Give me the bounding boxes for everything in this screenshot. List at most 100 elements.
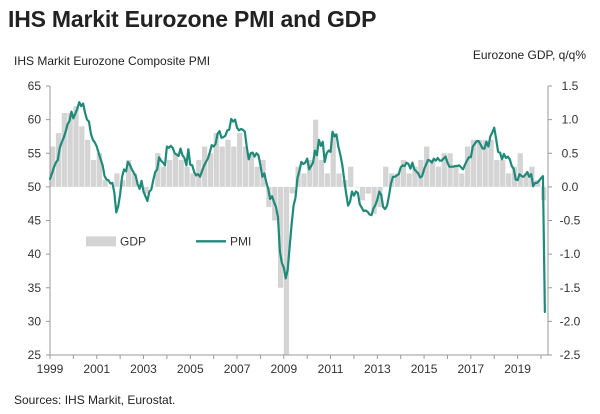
left-tick-label: 60 bbox=[28, 113, 42, 127]
gdp-bar bbox=[348, 166, 354, 187]
gdp-bar bbox=[61, 112, 67, 187]
left-axis-label: IHS Markit Eurozone Composite PMI bbox=[14, 54, 211, 68]
gdp-bar bbox=[424, 146, 430, 187]
left-tick-label: 55 bbox=[28, 146, 42, 160]
gdp-bar bbox=[494, 159, 500, 187]
x-tick-label: 2003 bbox=[130, 362, 157, 376]
right-tick-label: -1.5 bbox=[560, 281, 581, 295]
gdp-bar bbox=[166, 159, 173, 187]
right-tick-label: -0.5 bbox=[560, 214, 581, 228]
left-tick-label: 35 bbox=[28, 281, 42, 295]
gdp-bar bbox=[190, 173, 196, 187]
chart-title: IHS Markit Eurozone PMI and GDP bbox=[8, 6, 377, 32]
gdp-bar bbox=[67, 112, 73, 187]
gdp-bar bbox=[207, 153, 214, 187]
gdp-bar bbox=[248, 153, 254, 187]
gdp-bar bbox=[435, 166, 442, 187]
gdp-bars bbox=[50, 106, 547, 356]
gdp-bar bbox=[143, 186, 149, 194]
gdp-bar bbox=[517, 153, 523, 187]
gdp-bar bbox=[219, 146, 225, 187]
gdp-bar bbox=[277, 186, 284, 288]
gdp-bar bbox=[383, 166, 389, 187]
legend: GDP PMI bbox=[86, 234, 251, 248]
gdp-bar bbox=[394, 173, 401, 187]
gdp-bar bbox=[79, 126, 85, 187]
gdp-bar bbox=[120, 180, 126, 187]
legend-gdp-label: GDP bbox=[120, 234, 146, 248]
right-tick-label: -1.0 bbox=[560, 247, 581, 261]
gdp-bar bbox=[523, 173, 529, 187]
left-tick-label: 30 bbox=[28, 314, 42, 328]
left-tick-label: 65 bbox=[28, 79, 42, 93]
gdp-bar bbox=[184, 166, 190, 187]
gdp-bar bbox=[412, 166, 418, 187]
gdp-bar bbox=[90, 159, 97, 187]
gdp-bar bbox=[125, 159, 132, 187]
legend-pmi-label: PMI bbox=[230, 234, 251, 248]
gdp-bar bbox=[447, 153, 453, 187]
gdp-bar bbox=[237, 133, 243, 187]
gdp-bar bbox=[418, 159, 424, 187]
gdp-bar bbox=[178, 159, 184, 187]
source-note: Sources: IHS Markit, Eurostat. bbox=[14, 393, 176, 407]
legend-gdp-swatch bbox=[86, 236, 116, 247]
x-tick-label: 2011 bbox=[318, 362, 344, 376]
gdp-bar bbox=[231, 146, 237, 187]
gdp-bar bbox=[50, 146, 56, 187]
x-tick-label: 1999 bbox=[37, 362, 64, 376]
x-tick-label: 2019 bbox=[504, 362, 531, 376]
gdp-bar bbox=[476, 139, 482, 187]
x-tick-label: 2015 bbox=[411, 362, 438, 376]
gdp-bar bbox=[73, 106, 79, 187]
gdp-bar bbox=[359, 186, 366, 201]
gdp-bar bbox=[371, 186, 377, 214]
gdp-bar bbox=[307, 159, 313, 187]
gdp-bar bbox=[470, 139, 477, 187]
gdp-bar bbox=[505, 173, 512, 187]
gdp-bar bbox=[114, 173, 120, 187]
gdp-bar bbox=[213, 133, 219, 187]
left-tick-label: 25 bbox=[28, 348, 42, 362]
gdp-bar bbox=[172, 153, 178, 187]
x-tick-label: 2005 bbox=[177, 362, 204, 376]
gdp-bar bbox=[260, 159, 266, 187]
right-tick-label: 1.0 bbox=[562, 113, 579, 127]
gdp-bar bbox=[225, 139, 231, 187]
gdp-bar bbox=[459, 173, 465, 187]
right-tick-label: 0.0 bbox=[562, 180, 579, 194]
gdp-bar bbox=[289, 186, 295, 194]
x-tick-label: 2017 bbox=[457, 362, 484, 376]
gdp-bar bbox=[377, 186, 383, 208]
x-tick-label: 2013 bbox=[364, 362, 391, 376]
gdp-bar bbox=[242, 146, 249, 187]
left-tick-label: 45 bbox=[28, 214, 42, 228]
gdp-bar bbox=[406, 173, 412, 187]
gdp-bar bbox=[500, 159, 506, 187]
gdp-bar bbox=[453, 166, 459, 187]
gdp-bar bbox=[482, 139, 488, 187]
gdp-bar bbox=[365, 186, 371, 194]
gdp-bar bbox=[330, 133, 336, 187]
gdp-bar bbox=[318, 159, 325, 187]
gdp-bar bbox=[254, 166, 260, 187]
right-tick-label: -2.0 bbox=[560, 314, 581, 328]
axes: 25 30 35 40 45 50 55 60 65 -2.5 -2.0 -1.5 -1.0 -0.5 0.… bbox=[28, 79, 581, 376]
gdp-bar bbox=[336, 173, 342, 187]
gdp-bar bbox=[429, 159, 436, 187]
right-tick-label: 1.5 bbox=[562, 79, 579, 93]
gdp-bar bbox=[161, 166, 167, 187]
pmi-line bbox=[48, 101, 546, 314]
gdp-bar bbox=[488, 139, 494, 187]
gdp-bar bbox=[96, 153, 103, 187]
gdp-bar bbox=[108, 186, 114, 188]
gdp-bar bbox=[465, 146, 471, 187]
gdp-bar bbox=[324, 173, 330, 187]
right-axis-label: Eurozone GDP, q/q% bbox=[472, 48, 586, 62]
x-tick-label: 2001 bbox=[83, 362, 110, 376]
x-tick-label: 2007 bbox=[224, 362, 251, 376]
right-tick-label: 0.5 bbox=[562, 146, 579, 160]
x-tick-label: 2009 bbox=[270, 362, 297, 376]
right-tick-label: -2.5 bbox=[560, 348, 581, 362]
